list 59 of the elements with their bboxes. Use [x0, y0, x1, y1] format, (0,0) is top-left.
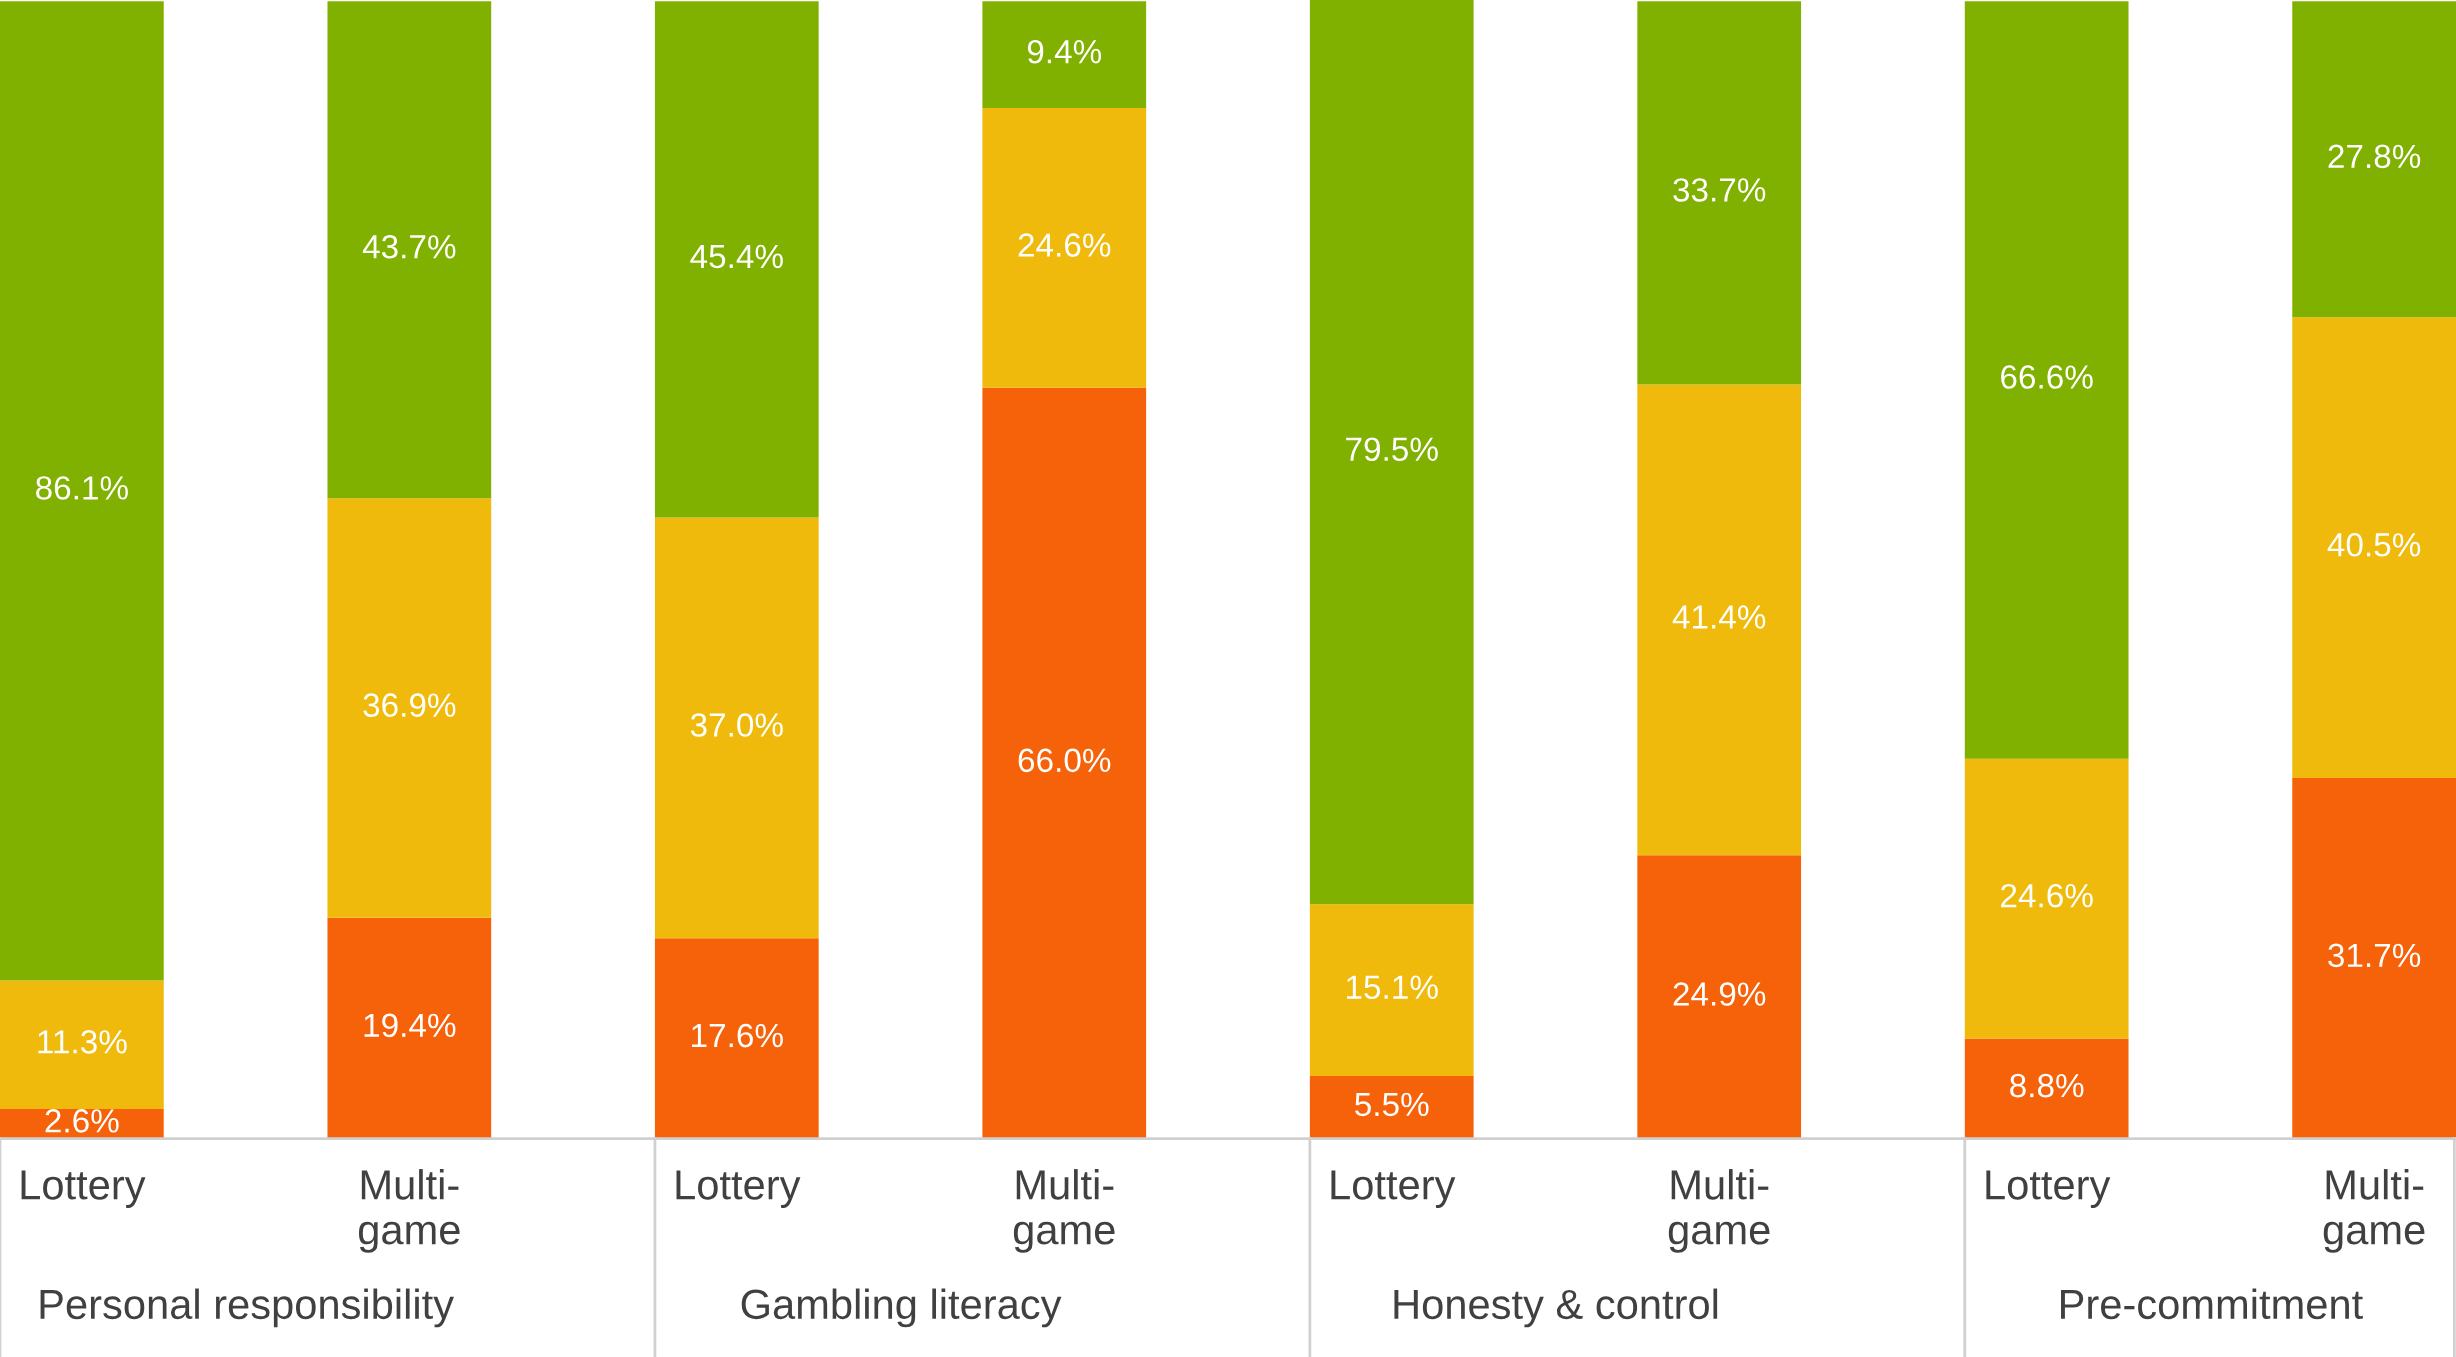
bar — [327, 1, 492, 499]
x-tick-label: Lottery — [1331, 1170, 1456, 1208]
data-label: 15.1% — [1347, 975, 1438, 1000]
x-tick-label: Multi- game — [2323, 1169, 2425, 1253]
bar — [2292, 317, 2456, 778]
data-label: 24.6% — [2001, 883, 2093, 908]
data-label: 37.0% — [690, 713, 783, 737]
text: Honesty & control — [1394, 1288, 1718, 1328]
bar — [1964, 758, 2129, 1039]
bar — [1309, 1075, 1474, 1139]
data-label: 66.0% — [1018, 748, 1111, 773]
bar — [654, 938, 819, 1139]
data-label: 11.3% — [38, 1030, 127, 1054]
data-label: 19.4% — [364, 1013, 456, 1038]
data-label: 8.8% — [2010, 1073, 2084, 1098]
bar — [2292, 1, 2456, 318]
data-label: 2.6% — [45, 1109, 119, 1133]
data-label: 17.6% — [692, 1023, 783, 1048]
data-label: 79.5% — [1346, 437, 1438, 462]
bar — [1637, 1, 1802, 385]
x-tick-label: Multi- game — [358, 1169, 460, 1253]
bar — [1637, 855, 1802, 1139]
bar — [1964, 1038, 2129, 1139]
data-label: 5.5% — [1355, 1092, 1429, 1117]
bar — [0, 980, 164, 1109]
data-label: 43.7% — [362, 235, 456, 259]
x-tick-label: Lottery — [676, 1170, 801, 1208]
bar — [1964, 1, 2129, 759]
bar — [327, 917, 492, 1139]
bar — [982, 1, 1147, 109]
data-label: 66.6% — [2001, 365, 2093, 389]
text: Pre-commitment — [2061, 1288, 2363, 1320]
data-label: 33.7% — [1673, 178, 1766, 202]
bar — [1637, 384, 1802, 856]
data-label: 36.9% — [363, 693, 456, 717]
bar — [654, 1, 819, 518]
x-tick-label: Multi- game — [1013, 1169, 1115, 1253]
bar — [982, 387, 1147, 1139]
bar — [654, 517, 819, 939]
data-label: 41.4% — [1672, 605, 1766, 629]
data-label: 24.6% — [1018, 233, 1111, 257]
x-tick-label: Lottery — [1986, 1170, 2111, 1208]
x-tick-label: Lottery — [21, 1170, 146, 1208]
data-label: 45.4% — [690, 244, 783, 269]
bar — [2292, 777, 2456, 1139]
data-label: 86.1% — [36, 476, 128, 500]
bar — [1309, 904, 1474, 1076]
data-label: 27.8% — [2328, 144, 2421, 169]
data-label: 31.7% — [2328, 943, 2421, 968]
text: Gambling literacy — [741, 1288, 1062, 1328]
x-tick-label: Multi- game — [1668, 1169, 1770, 1253]
data-label: 40.5% — [2327, 532, 2421, 557]
data-label: 9.4% — [1027, 39, 1102, 64]
bar — [327, 498, 492, 918]
data-label: 24.9% — [1673, 982, 1766, 1006]
bar — [982, 108, 1147, 388]
text: Personal responsibility — [40, 1288, 454, 1328]
bar — [0, 1, 164, 981]
bar — [1309, 0, 1474, 905]
